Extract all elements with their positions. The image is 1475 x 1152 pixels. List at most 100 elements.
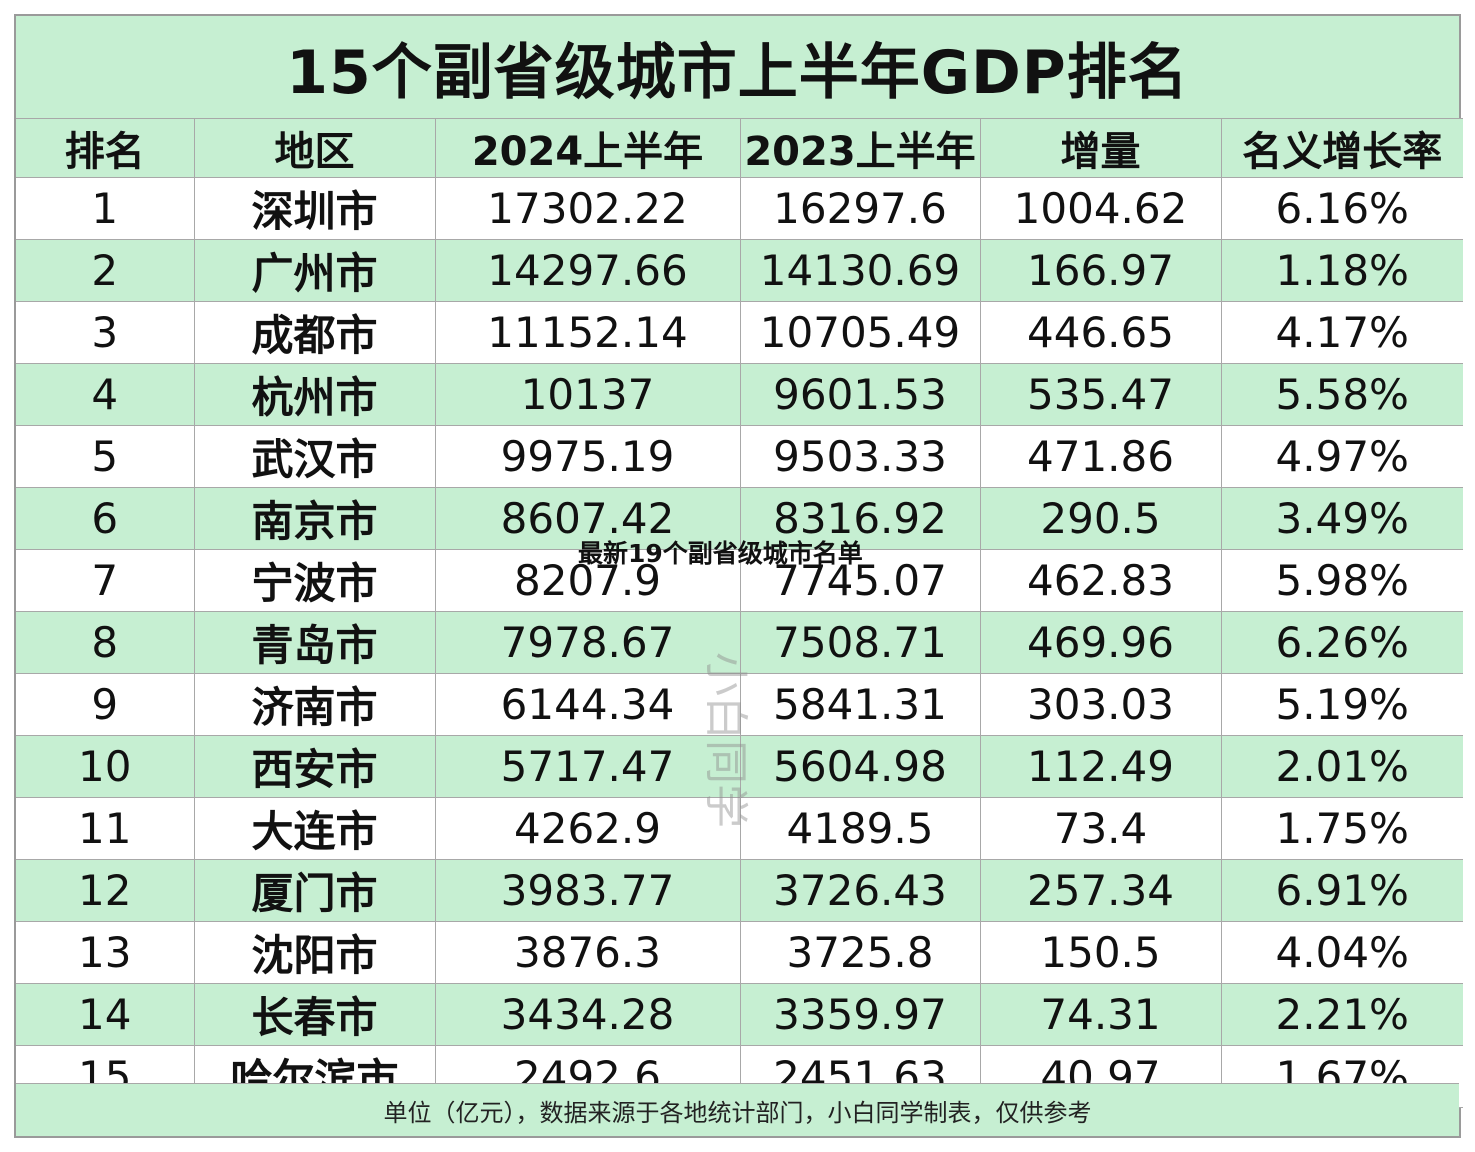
increase-cell: 462.83 (979, 549, 1222, 612)
column-header-increase: 增量 (979, 118, 1222, 178)
increase-cell: 471.86 (979, 425, 1222, 488)
growth-rate-cell: 5.19% (1220, 673, 1463, 736)
rank-cell: 2 (16, 239, 195, 302)
growth-rate-cell: 6.26% (1220, 611, 1463, 674)
increase-cell: 446.65 (979, 301, 1222, 364)
value-2024-cell: 3434.28 (434, 983, 741, 1046)
value-2024-cell: 8607.42 (434, 487, 741, 550)
growth-rate-cell: 4.97% (1220, 425, 1463, 488)
table-row: 3 成都市 11152.14 10705.49 446.65 4.17% (16, 301, 1463, 364)
value-2024-cell: 10137 (434, 363, 741, 426)
region-cell: 济南市 (193, 673, 436, 736)
table-row: 5 武汉市 9975.19 9503.33 471.86 4.97% (16, 425, 1463, 488)
value-2024-cell: 5717.47 (434, 735, 741, 798)
value-2024-cell: 9975.19 (434, 425, 741, 488)
value-2023-cell: 3359.97 (739, 983, 981, 1046)
region-cell: 大连市 (193, 797, 436, 860)
growth-rate-cell: 1.18% (1220, 239, 1463, 302)
rank-cell: 12 (16, 859, 195, 922)
growth-rate-cell: 4.04% (1220, 921, 1463, 984)
table-row: 8 青岛市 7978.67 7508.71 469.96 6.26% (16, 611, 1463, 674)
value-2024-cell: 11152.14 (434, 301, 741, 364)
increase-cell: 290.5 (979, 487, 1222, 550)
column-header-rank: 排名 (16, 118, 195, 178)
increase-cell: 73.4 (979, 797, 1222, 860)
value-2024-cell: 8207.9 (434, 549, 741, 612)
region-cell: 宁波市 (193, 549, 436, 612)
column-header-2023h1: 2023上半年 (739, 118, 981, 178)
region-cell: 西安市 (193, 735, 436, 798)
gdp-table-sheet: 15个副省级城市上半年GDP排名 排名 地区 2024上半年 2023上半年 增… (14, 14, 1463, 1138)
rank-cell: 11 (16, 797, 195, 860)
page-title: 15个副省级城市上半年GDP排名 (16, 16, 1459, 119)
region-cell: 厦门市 (193, 859, 436, 922)
value-2023-cell: 9601.53 (739, 363, 981, 426)
table-row: 7 宁波市 8207.9 7745.07 462.83 5.98% (16, 549, 1463, 612)
region-cell: 杭州市 (193, 363, 436, 426)
value-2024-cell: 3876.3 (434, 921, 741, 984)
value-2024-cell: 6144.34 (434, 673, 741, 736)
rank-cell: 10 (16, 735, 195, 798)
watermark-text: 小白同学 (700, 652, 751, 828)
table-row: 12 厦门市 3983.77 3726.43 257.34 6.91% (16, 859, 1463, 922)
value-2023-cell: 8316.92 (739, 487, 981, 550)
value-2023-cell: 4189.5 (739, 797, 981, 860)
gdp-ranking-table: 排名 地区 2024上半年 2023上半年 增量 名义增长率 1 深圳市 17302… (16, 118, 1463, 1108)
region-cell: 成都市 (193, 301, 436, 364)
table-row: 6 南京市 8607.42 8316.92 290.5 3.49% (16, 487, 1463, 550)
region-cell: 长春市 (193, 983, 436, 1046)
value-2024-cell: 3983.77 (434, 859, 741, 922)
growth-rate-cell: 2.21% (1220, 983, 1463, 1046)
value-2023-cell: 5604.98 (739, 735, 981, 798)
growth-rate-cell: 1.75% (1220, 797, 1463, 860)
growth-rate-cell: 6.91% (1220, 859, 1463, 922)
growth-rate-cell: 3.49% (1220, 487, 1463, 550)
rank-cell: 6 (16, 487, 195, 550)
growth-rate-cell: 6.16% (1220, 177, 1463, 240)
value-2023-cell: 9503.33 (739, 425, 981, 488)
value-2024-cell: 14297.66 (434, 239, 741, 302)
value-2023-cell: 3726.43 (739, 859, 981, 922)
rank-cell: 3 (16, 301, 195, 364)
table-row: 9 济南市 6144.34 5841.31 303.03 5.19% (16, 673, 1463, 736)
increase-cell: 303.03 (979, 673, 1222, 736)
region-cell: 武汉市 (193, 425, 436, 488)
region-cell: 深圳市 (193, 177, 436, 240)
increase-cell: 257.34 (979, 859, 1222, 922)
growth-rate-cell: 2.01% (1220, 735, 1463, 798)
table-row: 2 广州市 14297.66 14130.69 166.97 1.18% (16, 239, 1463, 302)
increase-cell: 150.5 (979, 921, 1222, 984)
value-2023-cell: 5841.31 (739, 673, 981, 736)
rank-cell: 5 (16, 425, 195, 488)
value-2023-cell: 14130.69 (739, 239, 981, 302)
column-header-growth-rate: 名义增长率 (1220, 118, 1463, 178)
region-cell: 广州市 (193, 239, 436, 302)
value-2023-cell: 10705.49 (739, 301, 981, 364)
growth-rate-cell: 4.17% (1220, 301, 1463, 364)
region-cell: 青岛市 (193, 611, 436, 674)
value-2023-cell: 16297.6 (739, 177, 981, 240)
value-2023-cell: 7745.07 (739, 549, 981, 612)
table-row: 1 深圳市 17302.22 16297.6 1004.62 6.16% (16, 177, 1463, 240)
value-2023-cell: 3725.8 (739, 921, 981, 984)
rank-cell: 14 (16, 983, 195, 1046)
growth-rate-cell: 5.58% (1220, 363, 1463, 426)
value-2023-cell: 7508.71 (739, 611, 981, 674)
increase-cell: 166.97 (979, 239, 1222, 302)
table-header-row: 排名 地区 2024上半年 2023上半年 增量 名义增长率 (16, 118, 1463, 178)
column-header-region: 地区 (193, 118, 436, 178)
rank-cell: 8 (16, 611, 195, 674)
increase-cell: 535.47 (979, 363, 1222, 426)
table-row: 13 沈阳市 3876.3 3725.8 150.5 4.04% (16, 921, 1463, 984)
growth-rate-cell: 5.98% (1220, 549, 1463, 612)
rank-cell: 9 (16, 673, 195, 736)
region-cell: 南京市 (193, 487, 436, 550)
value-2024-cell: 7978.67 (434, 611, 741, 674)
table-footer-note: 单位（亿元），数据来源于各地统计部门，小白同学制表，仅供参考 (16, 1083, 1459, 1136)
table-row: 14 长春市 3434.28 3359.97 74.31 2.21% (16, 983, 1463, 1046)
increase-cell: 1004.62 (979, 177, 1222, 240)
table-row: 11 大连市 4262.9 4189.5 73.4 1.75% (16, 797, 1463, 860)
overlay-caption: 最新19个副省级城市名单 (578, 539, 863, 568)
increase-cell: 74.31 (979, 983, 1222, 1046)
increase-cell: 112.49 (979, 735, 1222, 798)
